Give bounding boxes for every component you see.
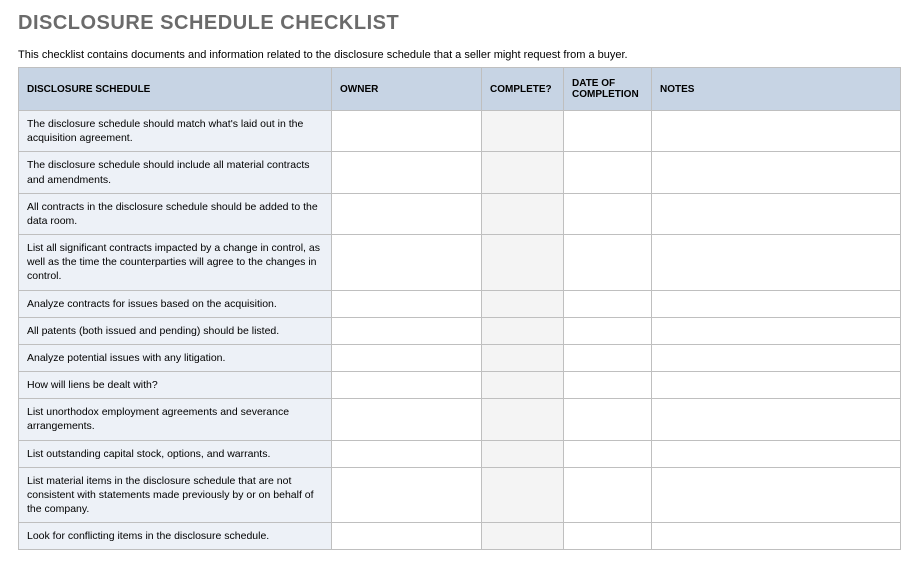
- cell-notes[interactable]: [652, 440, 901, 467]
- cell-complete[interactable]: [482, 467, 564, 523]
- cell-disclosure: List material items in the disclosure sc…: [19, 467, 332, 523]
- cell-disclosure: Analyze potential issues with any litiga…: [19, 344, 332, 371]
- cell-complete[interactable]: [482, 440, 564, 467]
- cell-disclosure: List all significant contracts impacted …: [19, 235, 332, 291]
- cell-date[interactable]: [564, 467, 652, 523]
- cell-owner[interactable]: [332, 399, 482, 440]
- cell-complete[interactable]: [482, 152, 564, 193]
- cell-disclosure: List outstanding capital stock, options,…: [19, 440, 332, 467]
- cell-notes[interactable]: [652, 290, 901, 317]
- cell-date[interactable]: [564, 399, 652, 440]
- cell-date[interactable]: [564, 440, 652, 467]
- cell-notes[interactable]: [652, 111, 901, 152]
- table-row: List unorthodox employment agreements an…: [19, 399, 901, 440]
- table-row: List material items in the disclosure sc…: [19, 467, 901, 523]
- cell-complete[interactable]: [482, 290, 564, 317]
- page-title: DISCLOSURE SCHEDULE CHECKLIST: [18, 12, 901, 35]
- table-body: The disclosure schedule should match wha…: [19, 111, 901, 550]
- cell-disclosure: The disclosure schedule should include a…: [19, 152, 332, 193]
- table-row: Look for conflicting items in the disclo…: [19, 523, 901, 550]
- cell-date[interactable]: [564, 290, 652, 317]
- col-header-disclosure: DISCLOSURE SCHEDULE: [19, 68, 332, 111]
- cell-complete[interactable]: [482, 344, 564, 371]
- cell-owner[interactable]: [332, 111, 482, 152]
- cell-complete[interactable]: [482, 317, 564, 344]
- cell-notes[interactable]: [652, 344, 901, 371]
- col-header-notes: NOTES: [652, 68, 901, 111]
- table-row: Analyze contracts for issues based on th…: [19, 290, 901, 317]
- cell-disclosure: All patents (both issued and pending) sh…: [19, 317, 332, 344]
- col-header-date: DATE OF COMPLETION: [564, 68, 652, 111]
- table-row: How will liens be dealt with?: [19, 372, 901, 399]
- cell-complete[interactable]: [482, 193, 564, 234]
- cell-disclosure: Look for conflicting items in the disclo…: [19, 523, 332, 550]
- cell-complete[interactable]: [482, 111, 564, 152]
- table-row: All contracts in the disclosure schedule…: [19, 193, 901, 234]
- col-header-complete: COMPLETE?: [482, 68, 564, 111]
- cell-date[interactable]: [564, 317, 652, 344]
- cell-disclosure: Analyze contracts for issues based on th…: [19, 290, 332, 317]
- table-row: List outstanding capital stock, options,…: [19, 440, 901, 467]
- cell-date[interactable]: [564, 193, 652, 234]
- cell-owner[interactable]: [332, 193, 482, 234]
- cell-notes[interactable]: [652, 193, 901, 234]
- cell-date[interactable]: [564, 111, 652, 152]
- cell-owner[interactable]: [332, 523, 482, 550]
- cell-disclosure: List unorthodox employment agreements an…: [19, 399, 332, 440]
- cell-complete[interactable]: [482, 399, 564, 440]
- cell-owner[interactable]: [332, 467, 482, 523]
- cell-owner[interactable]: [332, 344, 482, 371]
- cell-notes[interactable]: [652, 399, 901, 440]
- cell-disclosure: The disclosure schedule should match wha…: [19, 111, 332, 152]
- cell-complete[interactable]: [482, 235, 564, 291]
- table-header-row: DISCLOSURE SCHEDULE OWNER COMPLETE? DATE…: [19, 68, 901, 111]
- cell-date[interactable]: [564, 372, 652, 399]
- table-row: The disclosure schedule should match wha…: [19, 111, 901, 152]
- cell-notes[interactable]: [652, 523, 901, 550]
- table-row: Analyze potential issues with any litiga…: [19, 344, 901, 371]
- cell-disclosure: How will liens be dealt with?: [19, 372, 332, 399]
- cell-date[interactable]: [564, 235, 652, 291]
- cell-date[interactable]: [564, 152, 652, 193]
- cell-notes[interactable]: [652, 317, 901, 344]
- cell-owner[interactable]: [332, 290, 482, 317]
- col-header-owner: OWNER: [332, 68, 482, 111]
- cell-owner[interactable]: [332, 152, 482, 193]
- cell-complete[interactable]: [482, 372, 564, 399]
- table-row: List all significant contracts impacted …: [19, 235, 901, 291]
- table-row: All patents (both issued and pending) sh…: [19, 317, 901, 344]
- cell-disclosure: All contracts in the disclosure schedule…: [19, 193, 332, 234]
- cell-owner[interactable]: [332, 317, 482, 344]
- cell-owner[interactable]: [332, 235, 482, 291]
- checklist-table: DISCLOSURE SCHEDULE OWNER COMPLETE? DATE…: [18, 67, 901, 550]
- cell-notes[interactable]: [652, 372, 901, 399]
- cell-date[interactable]: [564, 523, 652, 550]
- cell-complete[interactable]: [482, 523, 564, 550]
- cell-notes[interactable]: [652, 152, 901, 193]
- cell-date[interactable]: [564, 344, 652, 371]
- table-row: The disclosure schedule should include a…: [19, 152, 901, 193]
- cell-owner[interactable]: [332, 440, 482, 467]
- page-subtitle: This checklist contains documents and in…: [18, 49, 901, 61]
- cell-owner[interactable]: [332, 372, 482, 399]
- cell-notes[interactable]: [652, 467, 901, 523]
- cell-notes[interactable]: [652, 235, 901, 291]
